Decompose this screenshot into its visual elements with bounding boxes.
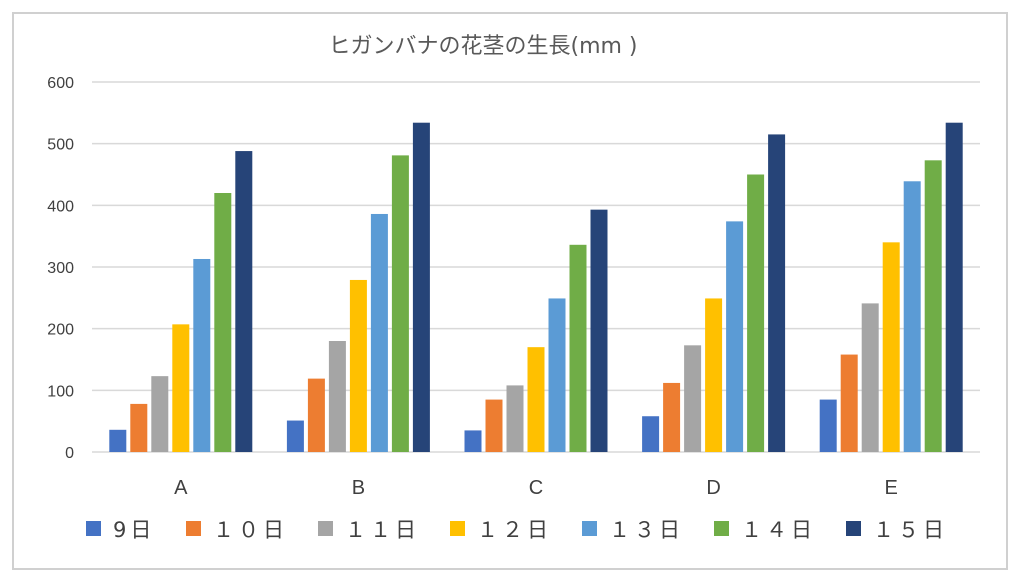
legend-item: 9日 <box>86 518 155 542</box>
bar-E-series-4 <box>903 181 921 453</box>
bar-C-series-2 <box>506 385 524 452</box>
bar-B-series-4 <box>370 213 388 452</box>
bar-C-series-3 <box>527 347 545 452</box>
y-tick-label: 0 <box>65 445 74 462</box>
bar-E-series-5 <box>924 160 942 453</box>
x-category-label: E <box>885 477 898 499</box>
bar-E-series-6 <box>945 122 963 452</box>
bar-B-series-1 <box>307 378 325 452</box>
bar-C-series-5 <box>569 244 587 452</box>
legend-swatch <box>450 521 465 536</box>
bar-E-series-1 <box>840 354 858 452</box>
bar-C-series-0 <box>464 430 482 452</box>
bar-A-series-2 <box>151 376 169 452</box>
bar-C-series-1 <box>485 399 503 452</box>
bar-D-series-4 <box>726 221 744 452</box>
bar-E-series-0 <box>819 399 837 452</box>
legend-label: １２日 <box>477 518 552 542</box>
legend-item: １０日 <box>186 518 288 542</box>
legend-label: １４日 <box>741 518 816 542</box>
y-tick-label: 600 <box>47 75 74 92</box>
y-tick-label: 300 <box>47 260 74 277</box>
y-tick-label: 500 <box>47 137 74 154</box>
legend-swatch <box>86 521 101 536</box>
x-category-label: A <box>174 477 188 499</box>
legend-label: １５日 <box>873 518 948 542</box>
x-axis-labels: A B C D E <box>174 477 898 499</box>
bar-C-series-6 <box>590 209 608 452</box>
bar-D-series-6 <box>768 134 786 452</box>
x-category-label: D <box>706 477 720 499</box>
bar-B-series-3 <box>349 279 367 452</box>
bar-D-series-5 <box>747 174 765 452</box>
legend-item: １５日 <box>846 518 948 542</box>
bar-B-series-2 <box>328 341 346 452</box>
bar-A-series-1 <box>130 403 148 452</box>
legend-swatch <box>186 521 201 536</box>
chart-frame <box>12 12 1008 570</box>
legend-item: １３日 <box>582 518 684 542</box>
legend-item: １２日 <box>450 518 552 542</box>
legend-swatch <box>582 521 597 536</box>
legend-label: １３日 <box>609 518 684 542</box>
bar-A-series-3 <box>172 324 190 452</box>
bar-C-series-4 <box>548 298 566 452</box>
bar-D-series-3 <box>705 298 723 452</box>
bar-A-series-6 <box>235 151 253 453</box>
legend-label: １０日 <box>213 518 288 542</box>
bar-D-series-1 <box>663 382 681 452</box>
bars <box>109 122 963 453</box>
y-tick-label: 400 <box>47 198 74 215</box>
chart-title: ヒガンバナの花茎の生長(mm ) <box>328 34 637 59</box>
y-tick-label: 100 <box>47 383 74 400</box>
legend-label: １１日 <box>345 518 420 542</box>
legend: 9日 １０日 １１日 １２日 １３日 １４日 １５日 <box>86 518 948 542</box>
legend-swatch <box>318 521 333 536</box>
x-category-label: C <box>529 477 543 499</box>
bar-B-series-6 <box>412 122 430 452</box>
legend-item: １１日 <box>318 518 420 542</box>
bar-B-series-0 <box>286 420 304 452</box>
bar-A-series-0 <box>109 429 127 452</box>
bar-B-series-5 <box>391 155 409 452</box>
bar-A-series-5 <box>214 193 232 452</box>
legend-item: １４日 <box>714 518 816 542</box>
bar-A-series-4 <box>193 258 211 452</box>
y-tick-label: 200 <box>47 322 74 339</box>
x-category-label: B <box>352 477 365 499</box>
legend-label: 9日 <box>113 518 155 542</box>
legend-swatch <box>846 521 861 536</box>
bar-D-series-2 <box>684 345 702 452</box>
legend-swatch <box>714 521 729 536</box>
bar-D-series-0 <box>642 416 660 452</box>
bar-E-series-3 <box>882 242 900 452</box>
bar-E-series-2 <box>861 303 879 452</box>
y-axis-ticks: 0 100 200 300 400 500 600 <box>47 75 74 462</box>
